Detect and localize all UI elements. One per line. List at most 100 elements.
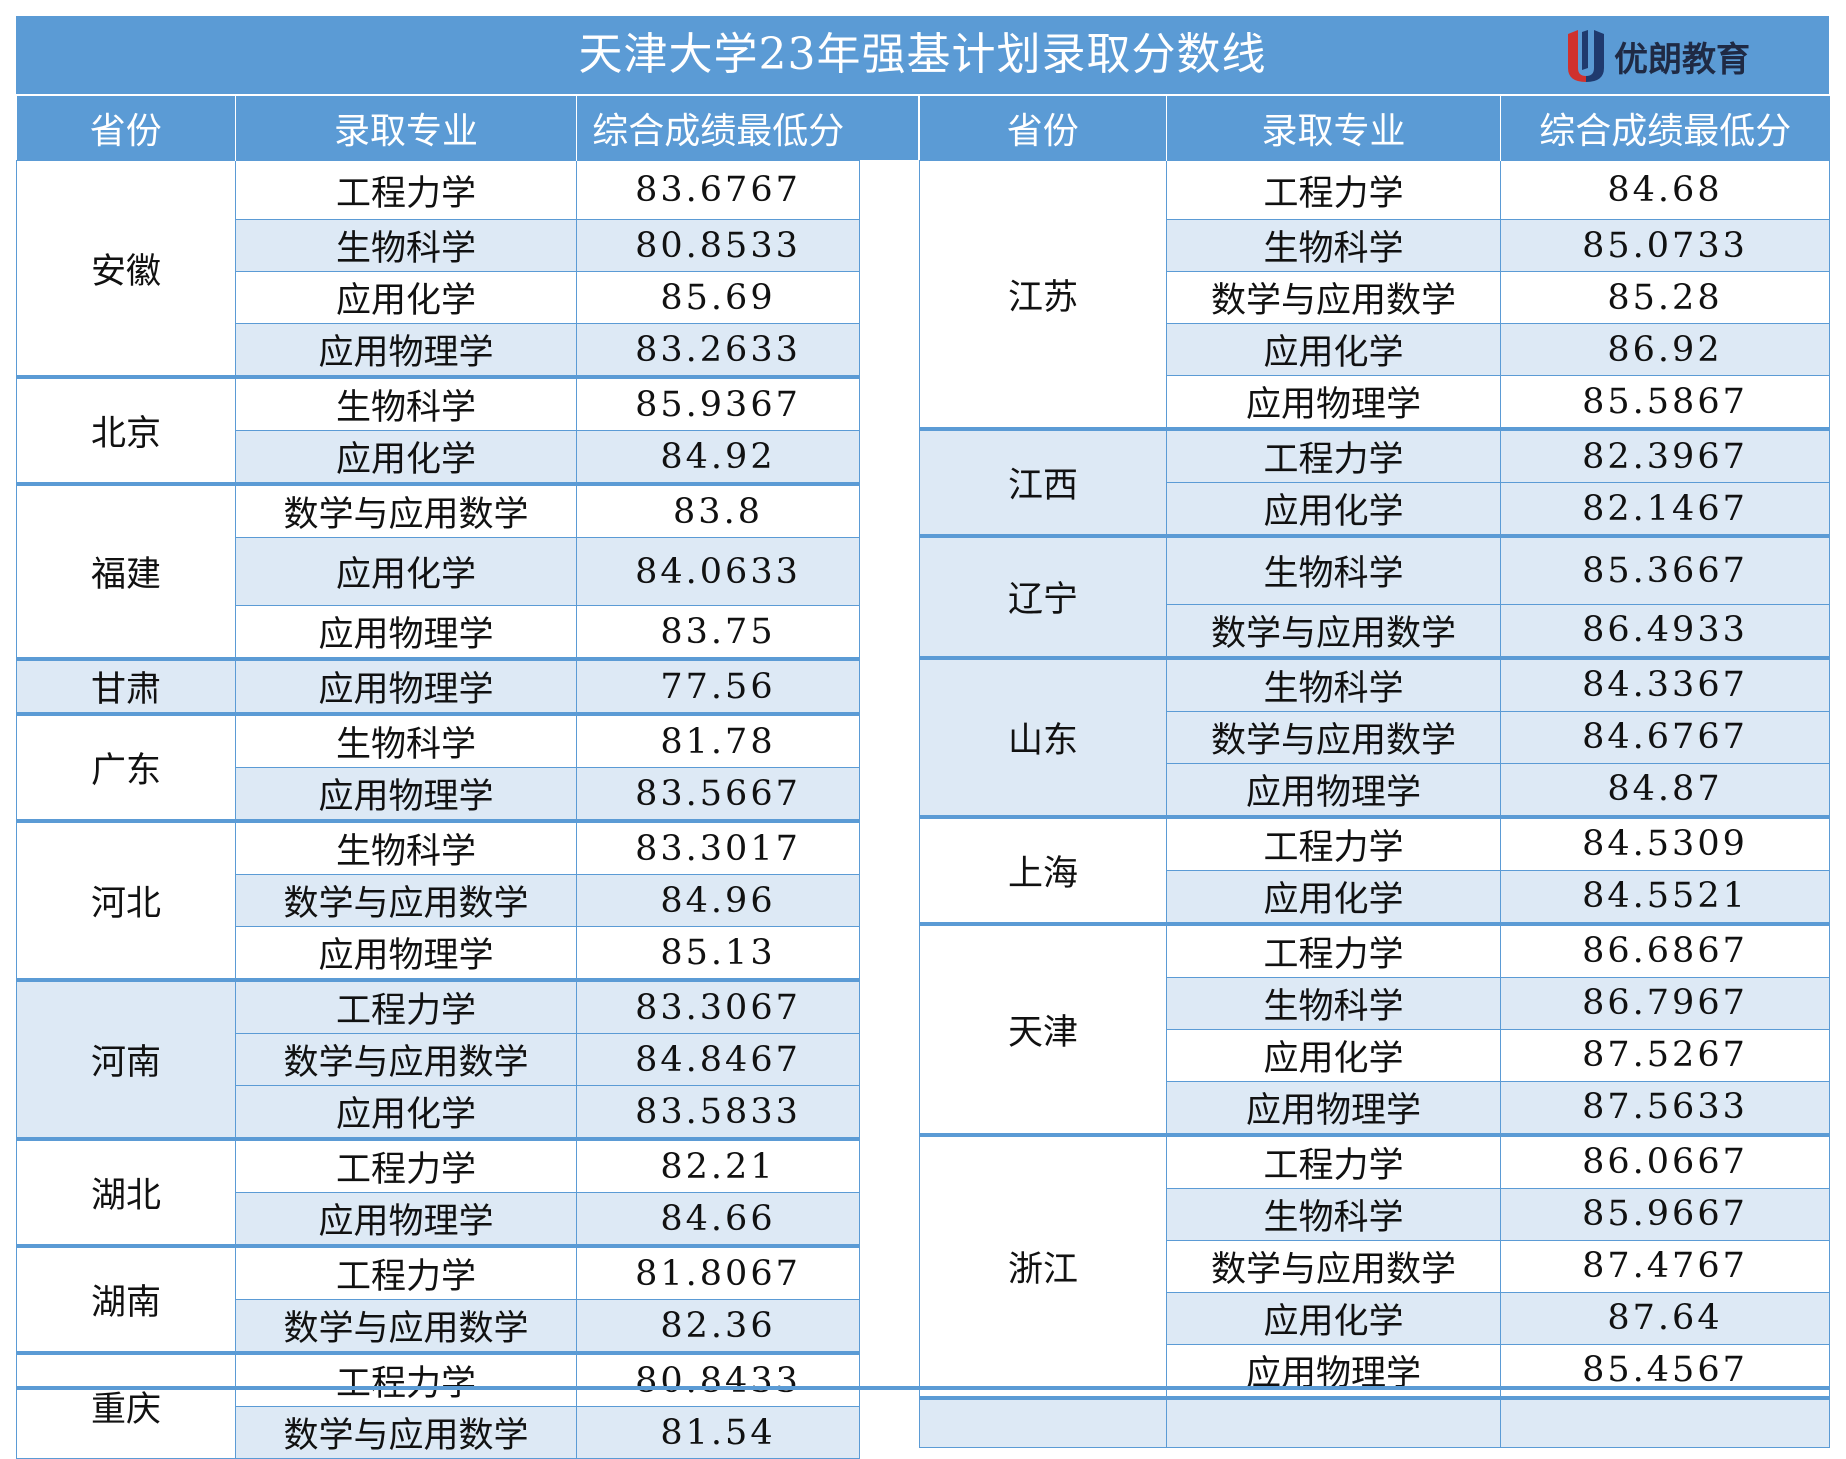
major-cell: 生物科学 xyxy=(235,375,577,431)
score-cell: 86.0667 xyxy=(1500,1132,1830,1189)
major-cell: 生物科学 xyxy=(1166,655,1501,712)
major-cell: 应用物理学 xyxy=(235,767,577,822)
score-cell: 82.3967 xyxy=(1500,427,1830,483)
score-cell: 82.36 xyxy=(576,1299,860,1354)
header-row: 省份 录取专业 综合成绩最低分 xyxy=(16,96,860,161)
table-row: 数学与应用数学 85.28 xyxy=(920,271,1830,324)
major-cell xyxy=(1166,1395,1501,1448)
major-cell: 应用化学 xyxy=(235,1085,577,1140)
logo-text: 优朗教育 xyxy=(1614,39,1750,80)
left-score-table: 省份 录取专业 综合成绩最低分 安徽 工程力学 83.6767 生物科学 80.8533… xyxy=(16,96,860,1459)
table-row: 北京 生物科学 85.9367 xyxy=(16,375,860,485)
score-cell: 84.0633 xyxy=(576,537,860,606)
major-cell: 工程力学 xyxy=(1166,814,1501,871)
major-cell: 生物科学 xyxy=(1166,534,1501,605)
score-cell: 86.4933 xyxy=(1500,603,1830,658)
province-cell: 浙江 xyxy=(919,1132,1167,1398)
score-cell: 85.3667 xyxy=(1500,534,1830,605)
score-cell: 85.13 xyxy=(576,926,860,981)
province-cell: 上海 xyxy=(919,814,1167,924)
table-row: 河南 工程力学 83.3067 xyxy=(16,978,860,1140)
table-row: 天津 工程力学 86.6867 xyxy=(919,921,1830,1135)
table-row: 应用化学 84.5521 xyxy=(920,869,1830,924)
table-row: 江西 工程力学 82.3967 xyxy=(919,427,1830,537)
major-cell: 应用物理学 xyxy=(235,657,577,715)
major-cell: 应用化学 xyxy=(235,537,577,606)
table-row: 生物科学 85.9667 xyxy=(920,1187,1830,1241)
major-cell: 应用化学 xyxy=(1166,482,1501,537)
major-cell: 工程力学 xyxy=(235,1137,577,1193)
score-cell: 84.5521 xyxy=(1500,869,1830,924)
province-cell: 山东 xyxy=(919,655,1167,817)
score-cell: 84.6767 xyxy=(1500,710,1830,764)
score-cell: 83.5833 xyxy=(576,1085,860,1140)
table-row: 应用化学 85.69 xyxy=(17,271,860,324)
score-cell: 80.8433 xyxy=(576,1351,860,1407)
score-cell: 86.6867 xyxy=(1500,921,1830,978)
major-cell: 数学与应用数学 xyxy=(1166,710,1501,764)
major-cell: 应用物理学 xyxy=(235,1192,577,1247)
province-cell: 广东 xyxy=(16,712,236,822)
province-cell: 北京 xyxy=(16,375,236,485)
major-cell: 数学与应用数学 xyxy=(1166,1239,1501,1293)
major-cell: 应用化学 xyxy=(1166,323,1501,376)
score-cell: 84.96 xyxy=(576,874,860,927)
province-cell: 河南 xyxy=(16,978,236,1140)
major-cell: 工程力学 xyxy=(235,978,577,1034)
major-cell: 生物科学 xyxy=(235,219,577,272)
header-major: 录取专业 xyxy=(235,96,577,161)
logo-u-icon xyxy=(1568,30,1604,82)
score-cell: 84.3367 xyxy=(1500,655,1830,712)
header-row: 省份 录取专业 综合成绩最低分 xyxy=(919,96,1830,161)
major-cell: 生物科学 xyxy=(1166,219,1501,272)
score-cell: 83.2633 xyxy=(576,323,860,378)
table-row: 山东 生物科学 84.3367 xyxy=(919,655,1830,817)
score-cell: 83.5667 xyxy=(576,767,860,822)
score-cell: 87.4767 xyxy=(1500,1239,1830,1293)
major-cell: 工程力学 xyxy=(235,160,577,220)
major-cell: 应用物理学 xyxy=(1166,375,1501,430)
score-cell: 85.5867 xyxy=(1500,375,1830,430)
logo: 优朗教育 xyxy=(1564,28,1750,84)
table-row: 辽宁 生物科学 85.3667 xyxy=(919,534,1830,658)
major-cell: 应用化学 xyxy=(1166,1291,1501,1345)
province-cell: 河北 xyxy=(16,819,236,981)
score-cell: 84.5309 xyxy=(1500,814,1830,871)
score-cell: 81.8067 xyxy=(576,1244,860,1300)
score-cell: 83.8 xyxy=(576,482,860,538)
major-cell: 应用化学 xyxy=(1166,869,1501,924)
table-row: 数学与应用数学 86.4933 xyxy=(920,603,1830,658)
table-row: 甘肃 应用物理学 77.56 xyxy=(16,657,860,715)
major-cell: 数学与应用数学 xyxy=(235,1033,577,1086)
score-cell: 82.21 xyxy=(576,1137,860,1193)
table-row xyxy=(919,1395,1830,1448)
major-cell: 工程力学 xyxy=(235,1351,577,1407)
table-row: 应用化学 86.92 xyxy=(920,323,1830,376)
score-cell: 86.92 xyxy=(1500,323,1830,376)
score-cell: 82.1467 xyxy=(1500,482,1830,537)
table-row: 浙江 工程力学 86.0667 xyxy=(919,1132,1830,1398)
table-row: 重庆 工程力学 80.8433 xyxy=(16,1351,860,1459)
header-province: 省份 xyxy=(16,96,236,161)
major-cell: 数学与应用数学 xyxy=(1166,271,1501,324)
score-cell: 87.5267 xyxy=(1500,1028,1830,1082)
score-cell: 80.8533 xyxy=(576,219,860,272)
score-cell: 77.56 xyxy=(576,657,860,715)
province-cell: 辽宁 xyxy=(919,534,1167,658)
table-row: 福建 数学与应用数学 83.8 xyxy=(16,482,860,660)
table-row: 数学与应用数学 84.6767 xyxy=(920,710,1830,764)
table-row: 应用化学 87.5267 xyxy=(920,1028,1830,1082)
province-cell: 甘肃 xyxy=(16,657,236,715)
score-cell: 84.8467 xyxy=(576,1033,860,1086)
major-cell: 生物科学 xyxy=(235,819,577,875)
score-cell: 83.6767 xyxy=(576,160,860,220)
score-cell: 85.28 xyxy=(1500,271,1830,324)
table-row: 应用物理学 83.75 xyxy=(17,605,860,660)
table-row: 应用化学 87.64 xyxy=(920,1291,1830,1345)
header-score: 综合成绩最低分 xyxy=(1500,96,1830,161)
table-row: 应用化学 82.1467 xyxy=(920,482,1830,537)
table-row: 生物科学 86.7967 xyxy=(920,976,1830,1030)
table-row: 生物科学 80.8533 xyxy=(17,219,860,272)
province-cell: 湖北 xyxy=(16,1137,236,1247)
major-cell: 应用物理学 xyxy=(235,926,577,981)
